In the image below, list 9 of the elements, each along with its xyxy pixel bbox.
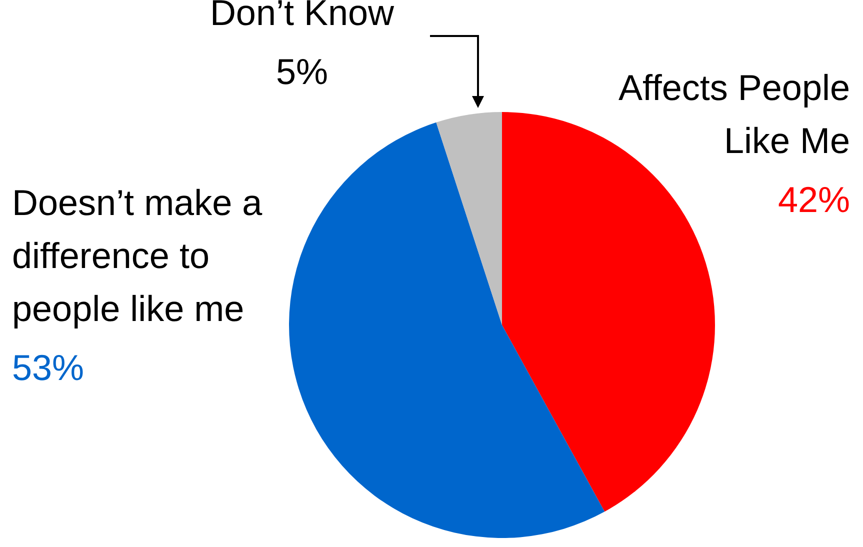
slice-label: Doesn’t make a difference to people like me <box>12 182 264 329</box>
data-label: 42% <box>778 179 850 220</box>
data-label: 53% <box>12 347 84 388</box>
data-label: 5% <box>276 51 328 92</box>
slice-label: Affects People Like Me <box>618 67 850 161</box>
slice-label: Don’t Know <box>210 0 396 33</box>
pie-slice <box>502 112 715 512</box>
pie-slice <box>289 122 605 538</box>
pie-slice <box>436 112 502 325</box>
